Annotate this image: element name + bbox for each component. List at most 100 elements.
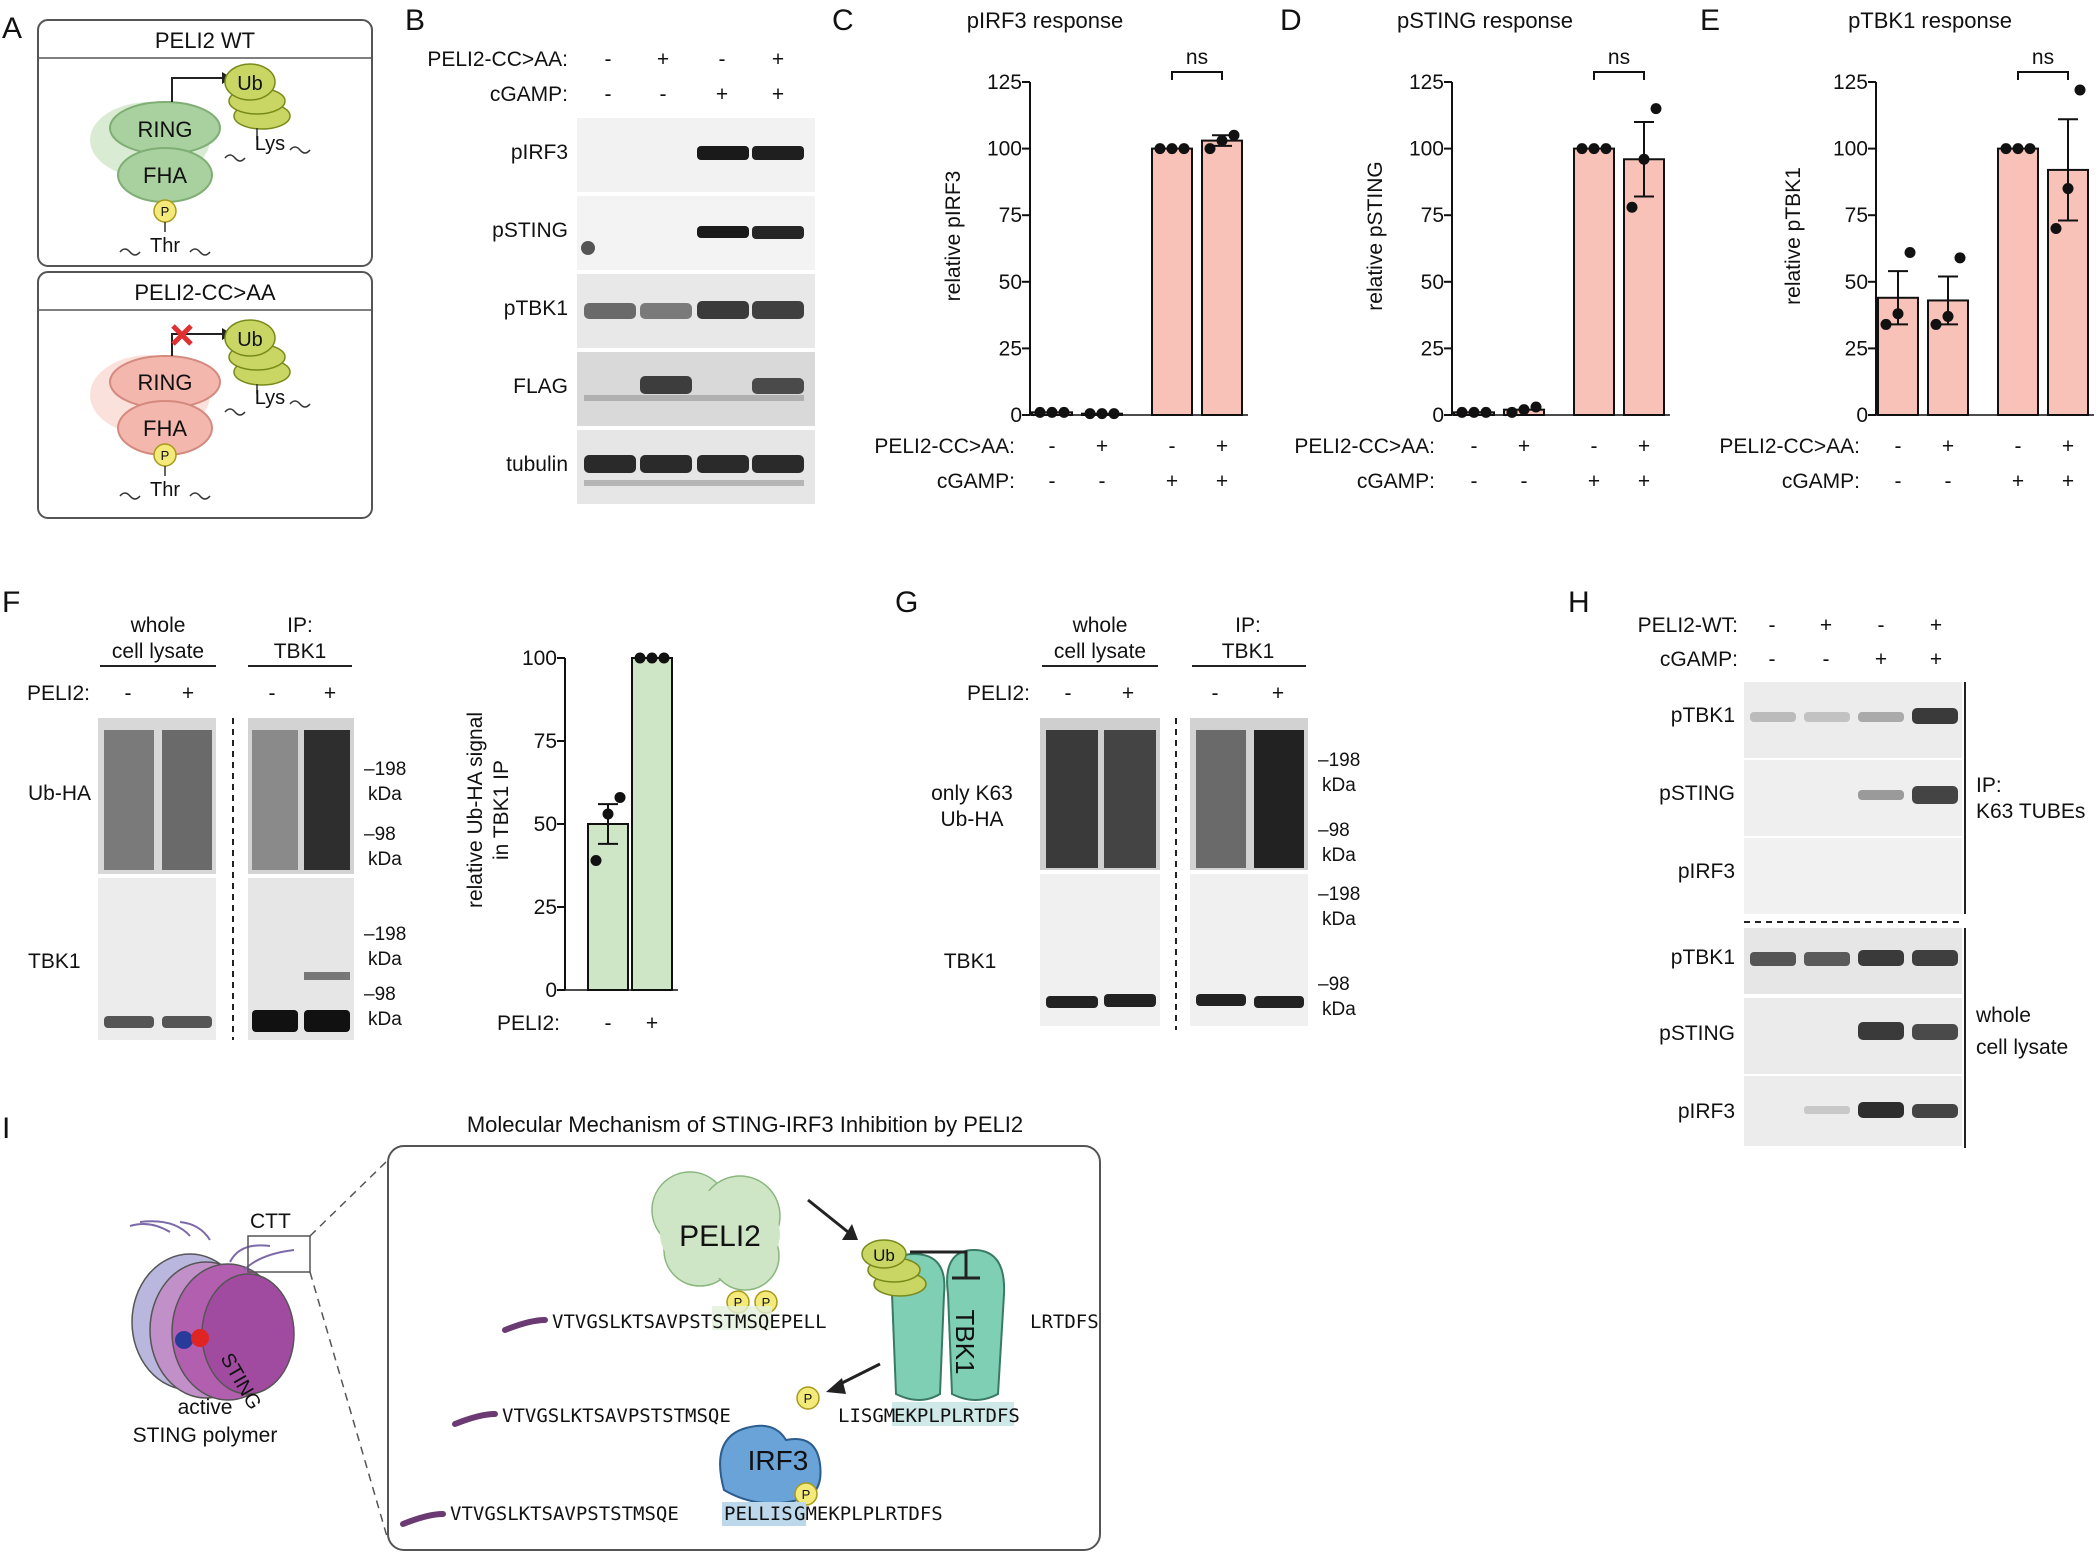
svg-text:whole: whole [1072, 614, 1128, 637]
panel-d-sig-bracket [1593, 71, 1645, 80]
panel-e-point-3-0 [2050, 223, 2062, 235]
svg-text:+: + [772, 48, 784, 71]
panel-d-point-0-2 [1480, 406, 1492, 418]
svg-text:kDa: kDa [1322, 845, 1356, 866]
svg-text:+: + [324, 682, 336, 705]
panel-d-point-3-1 [1638, 153, 1650, 165]
panel-f-marker-98: –98 [364, 824, 396, 845]
panel-e-title: pTBK1 response [1848, 8, 2012, 33]
panel-e-sign-1-0: - [1895, 470, 1902, 493]
svg-text:+: + [1930, 614, 1942, 637]
panel-h-letter: H [1568, 586, 1590, 619]
panel-c-point-0-2 [1058, 406, 1070, 418]
svg-text:-: - [1823, 648, 1830, 671]
svg-text:-: - [269, 682, 276, 705]
panel-c-point-0-0 [1034, 406, 1046, 418]
svg-text:+: + [182, 682, 194, 705]
panel-e-point-0-1 [1892, 308, 1904, 320]
panel-c-sign-1-2: + [1166, 470, 1178, 493]
panel-f-ytick-label-75: 75 [534, 730, 557, 753]
ctt-zoom-box [247, 1235, 311, 1273]
panel-h-blot-label-psting-ip: pSTING [1659, 782, 1735, 805]
panel-f-bar-1 [631, 657, 673, 991]
panel-f-point-1-1 [646, 652, 658, 664]
panel-c-ytick-label-0: 0 [1010, 404, 1022, 427]
svg-text:Ub: Ub [237, 329, 263, 351]
panel-f-point-0-0 [590, 855, 602, 867]
panel-g-peli2-label: PELI2: [967, 682, 1030, 705]
panel-b-letter: B [405, 4, 425, 37]
panel-h-blot-label-psting-wcl: pSTING [1659, 1022, 1735, 1045]
panel-h: H PELI2-WT: cGAMP: - + - + - - + + pTBK1… [1568, 586, 2085, 1148]
panel-f-marker-198: –198 [364, 759, 406, 780]
thr-label-wt: Thr [150, 235, 180, 257]
panel-g-marker-98: –98 [1318, 820, 1350, 841]
panel-f-point-0-2 [614, 791, 626, 803]
panel-d-ytick-label-125: 125 [1409, 71, 1444, 94]
panel-d-title: pSTING response [1397, 8, 1573, 33]
blot-label-flag: FLAG [513, 375, 568, 398]
ctt-sequence-3b: PELLIS [724, 1503, 793, 1525]
irf3-label: IRF3 [748, 1445, 809, 1476]
peli2-label: PELI2 [679, 1220, 761, 1253]
panel-b-row-label-0: PELI2-CC>AA: [427, 48, 568, 71]
panel-f-blot-label-ubha: Ub-HA [28, 782, 91, 805]
panel-f-bar-0 [587, 823, 629, 991]
panel-d: D pSTING response relative pSTING 0 25 50 7… [1280, 4, 1670, 493]
panel-f-plot: 0 25 50 75 100 [522, 647, 678, 1002]
tbk1-protein-icon: TBK1 [888, 1248, 1006, 1401]
svg-text:+: + [1272, 682, 1284, 705]
panel-f-ytick-label-50: 50 [534, 813, 557, 836]
svg-text:+: + [1820, 614, 1832, 637]
panel-f-bar-peli2-label: PELI2: [497, 1012, 560, 1035]
svg-text:-: - [605, 83, 612, 106]
irf3-binding-motif-highlight [722, 1502, 806, 1526]
panel-d-sign-1-0: - [1471, 470, 1478, 493]
panel-e-plot: 0 25 50 75 100 125 - + - + - - + + ns [1833, 46, 2094, 493]
panel-e-bar-2 [1997, 147, 2039, 416]
panel-e-sign-0-0: - [1895, 435, 1902, 458]
panel-a: A PELI2 WT RING FHA P Thr Ub Lys PELI2-C… [2, 12, 373, 519]
svg-text:+: + [1875, 648, 1887, 671]
panel-a-top-box [37, 19, 373, 267]
ctt-label: CTT [250, 1210, 291, 1233]
panel-f-ytick-label-100: 100 [522, 647, 557, 670]
panel-e-sig-label: ns [2032, 46, 2054, 69]
panel-e-point-0-0 [1880, 318, 1892, 330]
panel-e-ytick-label-100: 100 [1833, 138, 1868, 161]
panel-c-ytick-label-75: 75 [999, 204, 1022, 227]
svg-text:–98: –98 [1318, 974, 1350, 995]
panel-c-sign-1-0: - [1049, 470, 1056, 493]
panel-h-blot-label-ptbk1-ip: pTBK1 [1671, 704, 1735, 727]
panel-d-point-2-0 [1576, 143, 1588, 155]
panel-d-point-2-1 [1588, 143, 1600, 155]
lys-label-wt: Lys [255, 133, 285, 155]
panel-e-ytick-label-0: 0 [1856, 404, 1868, 427]
svg-text:+: + [772, 83, 784, 106]
panel-c-sign-0-0: - [1049, 435, 1056, 458]
svg-text:cell lysate: cell lysate [1054, 640, 1146, 663]
panel-i-box [387, 1145, 1101, 1551]
panel-d-bar-2 [1573, 147, 1615, 416]
panel-h-blot-label-ptbk1-wcl: pTBK1 [1671, 946, 1735, 969]
svg-text:-: - [1878, 614, 1885, 637]
panel-f-peli2-label: PELI2: [27, 682, 90, 705]
panel-f-letter: F [2, 586, 20, 619]
panel-f-point-0-1 [602, 808, 614, 820]
panel-a-bottom-box [37, 271, 373, 519]
panel-d-row-label-0: PELI2-CC>AA: [1294, 435, 1435, 458]
panel-d-ylabel: relative pSTING [1364, 161, 1387, 310]
svg-text:+: + [646, 1012, 658, 1035]
panel-c-point-3-0 [1204, 143, 1216, 155]
panel-e-row-label-1: cGAMP: [1782, 470, 1860, 493]
ubiquitin-icon-wt [224, 63, 276, 101]
svg-text:IP:: IP: [1235, 614, 1261, 637]
svg-text:Ub-HA: Ub-HA [940, 808, 1003, 831]
panel-h-group-bottom-1: cell lysate [1976, 1036, 2068, 1059]
svg-text:+: + [1930, 648, 1942, 671]
panel-b-signs: - + - + - - + + [605, 48, 785, 106]
fha-label-wt: FHA [143, 163, 187, 188]
panel-d-sign-0-2: - [1591, 435, 1598, 458]
svg-text:kDa: kDa [368, 949, 402, 970]
